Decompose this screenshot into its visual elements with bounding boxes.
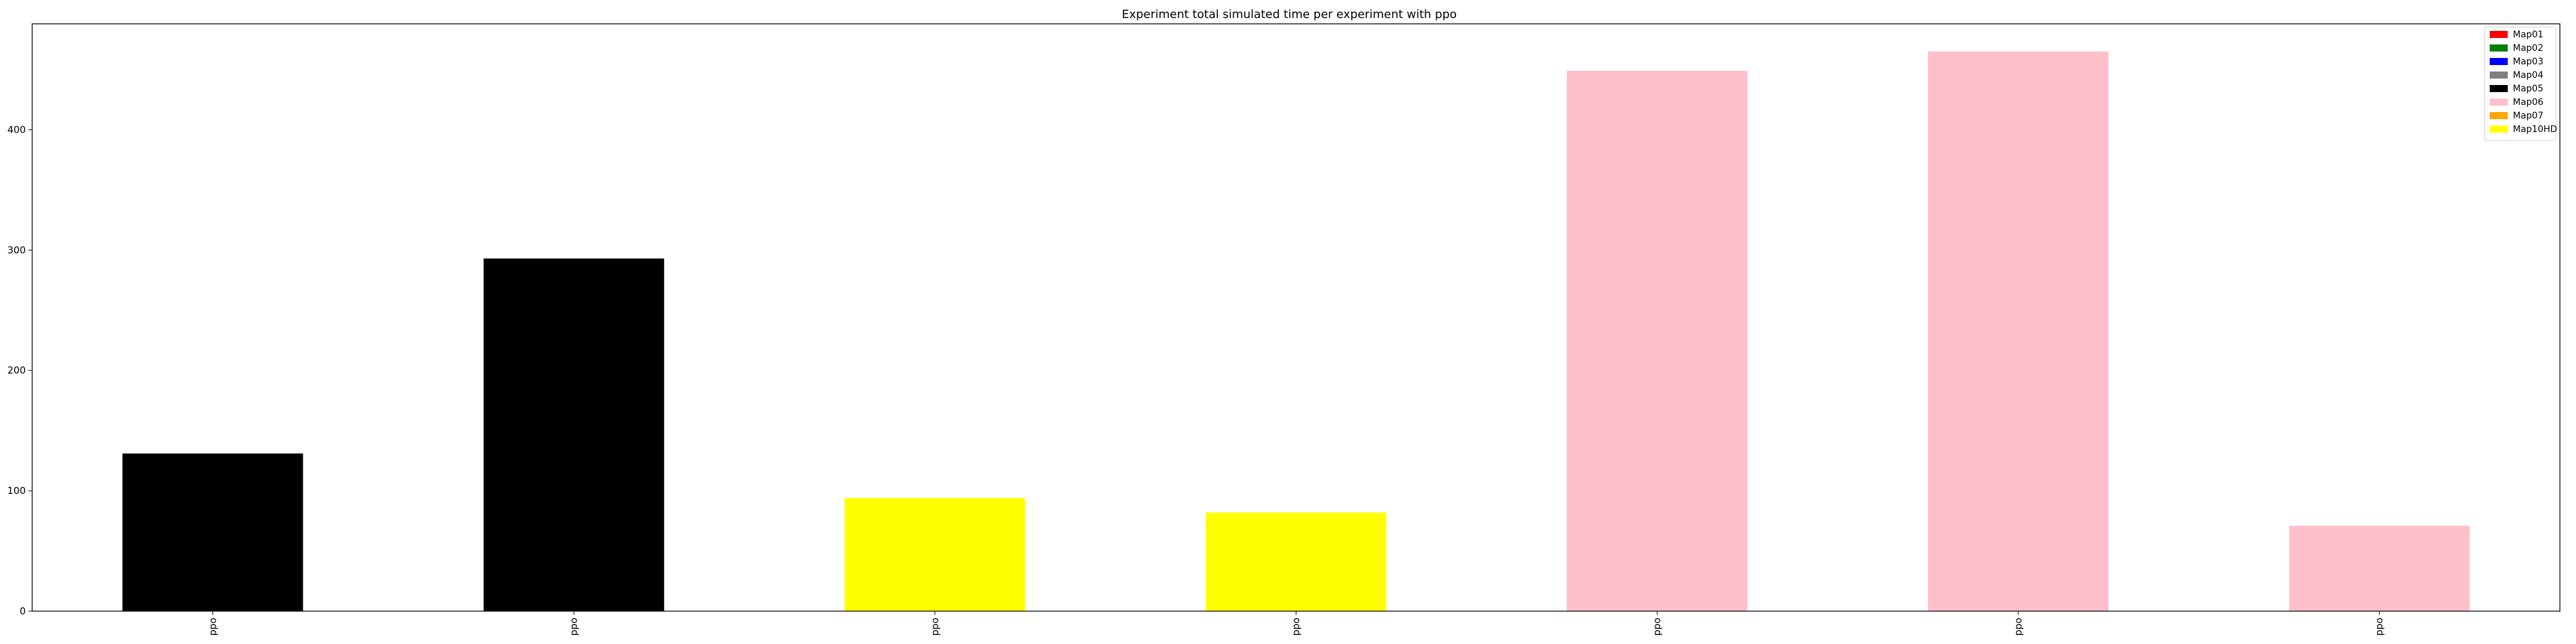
legend-swatch — [2490, 85, 2508, 92]
legend-label: Map04 — [2513, 70, 2543, 80]
x-tick-label: ppo — [568, 618, 580, 636]
legend: Map01 Map02 Map03 Map04 Map05 Map06 Map07 Map10… — [2484, 26, 2557, 141]
y-axis: 0 100 200 300 400 — [7, 124, 32, 617]
x-tick-label: ppo — [2374, 618, 2385, 636]
legend-label: Map02 — [2513, 43, 2543, 53]
legend-label: Map10HD — [2513, 124, 2557, 135]
legend-swatch — [2490, 71, 2508, 79]
x-tick-label: ppo — [1291, 618, 1302, 636]
legend-label: Map03 — [2513, 57, 2543, 67]
legend-label: Map05 — [2513, 84, 2543, 94]
legend-swatch — [2490, 44, 2508, 52]
y-tick-label: 100 — [7, 485, 26, 497]
bar — [122, 453, 303, 611]
y-tick-label: 300 — [7, 244, 26, 256]
x-axis: ppo ppo ppo ppo ppo ppo ppo — [207, 611, 2385, 636]
legend-swatch — [2490, 31, 2508, 38]
legend-label: Map01 — [2513, 30, 2543, 40]
legend-swatch — [2490, 112, 2508, 119]
y-tick-label: 0 — [19, 605, 26, 617]
x-tick-label: ppo — [207, 618, 218, 636]
bars-group — [122, 51, 2470, 612]
bar — [1567, 70, 1748, 611]
plot-frame — [32, 23, 2561, 612]
legend-label: Map07 — [2513, 111, 2543, 121]
bar — [2289, 526, 2470, 611]
x-tick-label: ppo — [1651, 618, 1663, 636]
legend-label: Map06 — [2513, 97, 2543, 108]
bar — [483, 258, 665, 611]
y-tick-label: 200 — [7, 365, 26, 376]
y-tick-label: 400 — [7, 124, 26, 135]
legend-swatch — [2490, 126, 2508, 133]
legend-swatch — [2490, 58, 2508, 65]
bar — [1927, 51, 2109, 612]
bar — [844, 498, 1025, 611]
x-tick-label: ppo — [2012, 618, 2024, 636]
chart-title: Experiment total simulated time per expe… — [1122, 8, 1457, 21]
bar — [1206, 512, 1387, 611]
legend-swatch — [2490, 99, 2508, 106]
x-tick-label: ppo — [929, 618, 941, 636]
